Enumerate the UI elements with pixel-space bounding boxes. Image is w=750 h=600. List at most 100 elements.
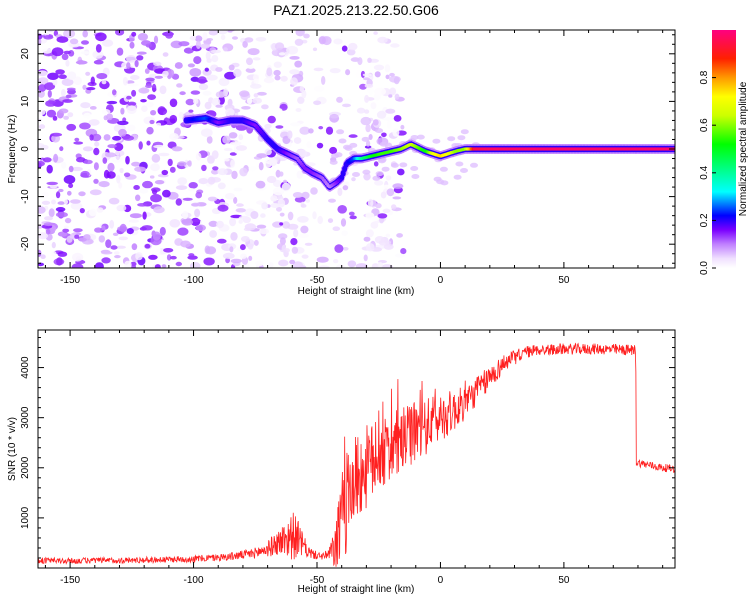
spectrogram-noise-blob [230,258,242,264]
spectrogram-noise-blob [349,215,357,220]
spectrogram-noise-blob [394,253,406,258]
spectrogram-noise-blob [126,55,137,63]
spectrogram-noise-blob [263,77,275,84]
spectrogram-noise-blob [297,96,305,104]
spectrogram-noise-blob [298,233,310,238]
spectrogram-noise-blob [363,254,368,262]
spectrogram-noise-blob [229,246,234,253]
spectrogram-noise-blob [337,205,348,214]
spectrogram-noise-blob [148,254,158,260]
y-tick-label: -20 [20,237,31,252]
spectrogram-noise-blob [447,136,456,142]
spectrogram-noise-blob [244,223,257,231]
spectrogram-noise-blob [306,141,312,149]
spectrogram-noise-blob [189,262,201,268]
spectrogram-noise-blob [331,153,339,159]
spectrogram-noise-blob [141,225,153,231]
spectrogram-noise-blob [246,97,253,105]
spectrogram-noise-blob [150,110,157,116]
spectrogram-noise-blob [325,126,334,135]
spectrogram-noise-blob [150,220,158,223]
x-tick-label: 0 [438,275,444,286]
spectrogram-noise-blob [156,122,162,127]
spectrogram-noise-blob [362,73,372,77]
spectrogram-noise-blob [120,107,125,115]
spectrogram-noise-blob [89,106,97,110]
spectrogram-noise-blob [177,161,187,167]
y-tick-label: 20 [20,48,31,60]
spectrogram-noise-blob [230,159,236,168]
spectrogram-noise-blob [336,129,345,135]
spectrogram-noise-blob [166,69,175,78]
spectrogram-noise-blob [287,130,293,139]
spectrogram-noise-blob [176,83,183,88]
spectrogram-noise-blob [105,239,112,249]
spectrogram-noise-blob [73,76,82,85]
spectrogram-noise-blob [229,141,242,146]
spectrogram-noise-blob [69,38,79,45]
spectrogram-noise-blob [55,207,66,212]
spectrogram-noise-blob [78,237,87,242]
spectrogram-noise-blob [147,94,157,100]
spectrogram-noise-blob [67,190,72,196]
spectrogram-noise-blob [126,62,131,70]
spectrogram-noise-blob [200,128,213,137]
colorbar-label: Normalized spectral amplitude [738,81,749,216]
spectrogram-noise-blob [205,51,211,61]
spectrogram-noise-blob [224,158,230,162]
spectrogram-noise-blob [74,137,80,142]
spectrogram-noise-blob [274,42,285,50]
spectrogram-noise-blob [47,72,59,81]
spectrogram-noise-blob [370,102,377,110]
spectrogram-noise-blob [270,195,278,202]
spectrogram-noise-blob [65,94,72,99]
spectrogram-noise-blob [159,226,166,236]
spectrogram-noise-blob [195,40,201,49]
spectrogram-noise-blob [215,104,223,108]
spectrogram-noise-blob [233,196,238,204]
spectrogram-noise-blob [281,182,291,192]
spectrogram-noise-blob [328,198,336,203]
x-tick-label: -100 [184,575,204,586]
spectrogram-noise-blob [106,171,116,179]
spectrogram-noise-blob [220,34,226,40]
spectrogram-noise-blob [118,182,123,189]
colorbar-gradient [712,30,736,268]
spectrogram-noise-blob [72,252,84,262]
spectrogram-noise-blob [154,75,163,79]
spectrogram-noise-blob [85,71,91,76]
spectrogram-noise-blob [337,187,343,197]
spectrogram-noise-blob [86,87,96,91]
spectrogram-noise-blob [211,150,219,160]
spectrogram-noise-blob [256,91,267,96]
spectrogram-noise-blob [162,70,169,78]
spectrogram-noise-blob [244,37,254,43]
spectrogram-noise-blob [377,36,388,44]
spectrogram-noise-blob [70,202,83,210]
spectrogram-noise-blob [79,208,85,214]
spectrogram-noise-blob [275,108,283,113]
spectrogram-noise-blob [238,219,243,224]
spectrogram-noise-blob [146,126,154,135]
spectrogram-noise-blob [129,41,135,49]
spectrogram-noise-blob [94,262,104,268]
spectrogram-noise-blob [151,153,161,163]
spectrogram-noise-blob [83,112,92,119]
spectrogram-noise-blob [38,37,42,46]
spectrogram-noise-blob [150,163,160,172]
spectrogram-noise-blob [338,138,347,144]
spectrogram-noise-blob [95,32,107,42]
spectrogram-noise-blob [470,162,478,168]
spectrogram-noise-blob [161,264,167,268]
snr-y-ticks: 1000 2000 3000 4000 [20,337,675,559]
spectrogram-noise-blob [439,166,448,172]
spectrogram-noise-blob [278,233,288,240]
colorbar-tick-label: 0.4 [699,165,710,179]
y-tick-label: 4000 [20,356,31,379]
spectrogram-noise-blob [233,187,243,192]
spectrogram-y-ticks: -20 -10 0 10 20 [20,34,675,264]
spectrogram-noise-blob [124,260,132,268]
spectrogram-noise-blob [147,219,153,225]
spectrogram-noise-blob [126,105,137,114]
spectrogram-noise-blob [197,76,207,84]
